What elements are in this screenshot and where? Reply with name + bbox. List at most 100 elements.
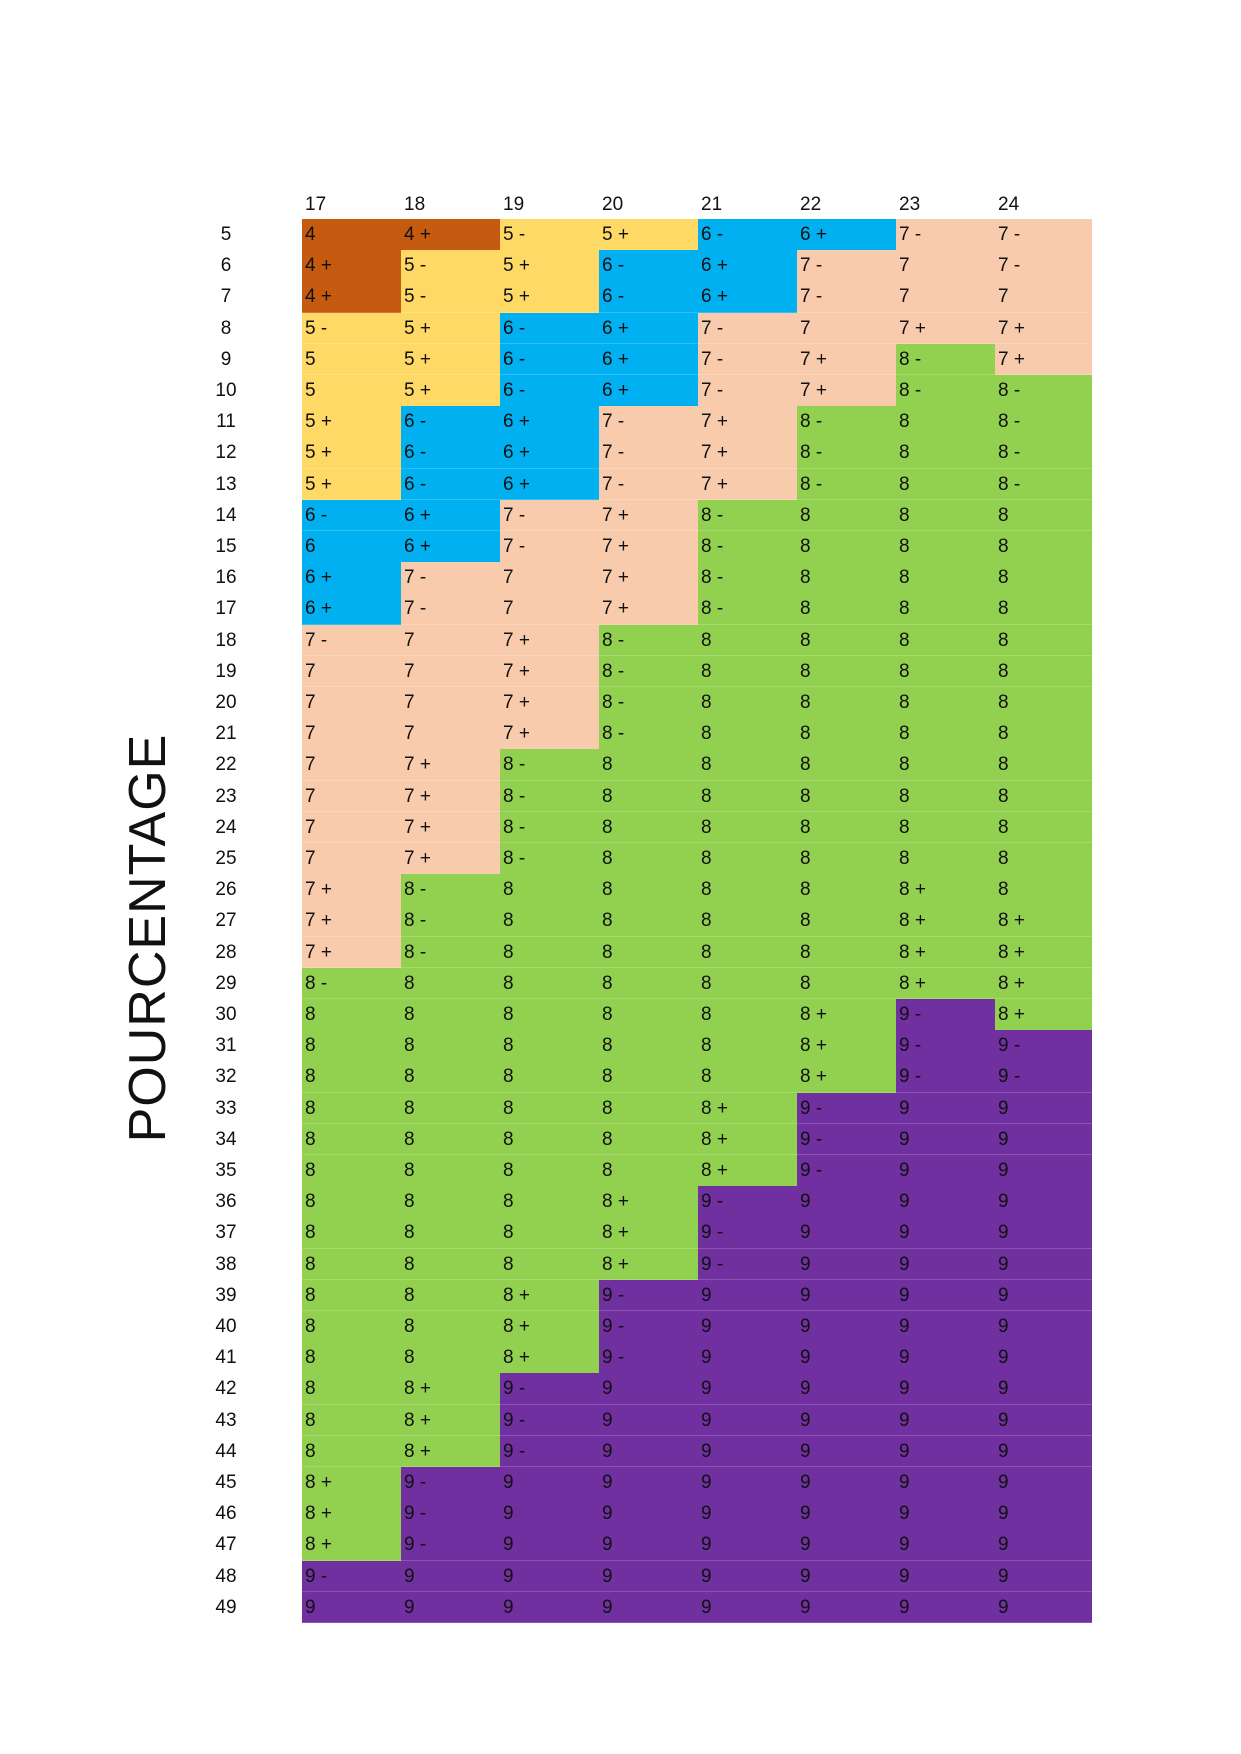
- grade-cell: 8: [401, 1123, 500, 1156]
- grade-cell: 8: [995, 780, 1092, 813]
- grade-cell: 7 +: [401, 843, 500, 875]
- row-label: 5: [220, 224, 232, 245]
- grade-cell: 7: [401, 655, 500, 688]
- grade-cell: 6 -: [698, 219, 797, 251]
- grade-cell: 9: [500, 1591, 599, 1624]
- grade-cell: 9 -: [500, 1435, 599, 1468]
- grade-cell: 8: [896, 468, 995, 501]
- grade-cell: 9: [995, 1435, 1092, 1468]
- row-label: 13: [215, 473, 237, 495]
- grade-cell: 8: [302, 1248, 401, 1281]
- grade-cell: 8: [698, 687, 797, 719]
- grade-cell: 8: [599, 1061, 698, 1094]
- grade-cell: 9: [896, 1279, 995, 1312]
- grade-cell: 9: [797, 1279, 896, 1312]
- grade-cell: 7 -: [698, 343, 797, 376]
- grade-cell: 8: [797, 811, 896, 844]
- grade-cell: 7 -: [599, 468, 698, 501]
- grade-cell: 8: [896, 811, 995, 844]
- grade-cell: 9: [995, 1591, 1092, 1624]
- grade-cell: 6 -: [302, 499, 401, 532]
- grade-cell: 6 +: [698, 250, 797, 282]
- grade-cell: 4: [302, 219, 401, 251]
- grade-cell: 8: [896, 593, 995, 626]
- grade-cell: 6: [302, 531, 401, 563]
- grade-cell: 8 -: [500, 780, 599, 813]
- grade-cell: 8: [599, 1030, 698, 1062]
- grade-cell: 5 +: [401, 375, 500, 407]
- grade-cell: 8 -: [995, 406, 1092, 438]
- grade-cell: 8: [698, 905, 797, 938]
- grade-cell: 9: [995, 1467, 1092, 1499]
- grade-cell: 8: [500, 874, 599, 906]
- row-label: 17: [215, 598, 237, 620]
- grade-cell: 7 -: [401, 562, 500, 594]
- grade-cell: 8: [995, 562, 1092, 594]
- grade-cell: 7: [302, 811, 401, 844]
- grade-cell: 8: [698, 967, 797, 1000]
- grade-cell: 8 +: [500, 1279, 599, 1312]
- grade-cell: 5 +: [599, 219, 698, 251]
- column-header: 19: [503, 194, 525, 215]
- grade-cell: 8: [995, 531, 1092, 563]
- grade-cell: 8: [401, 1248, 500, 1281]
- grade-cell: 8: [302, 1311, 401, 1343]
- grade-cell: 9 -: [599, 1311, 698, 1343]
- grade-cell: 8: [500, 1155, 599, 1187]
- grade-cell: 7 +: [500, 624, 599, 657]
- grade-cell: 9: [995, 1529, 1092, 1562]
- grade-cell: 8: [302, 1342, 401, 1374]
- grade-cell: 9: [896, 1498, 995, 1530]
- grade-cell: 5 +: [401, 312, 500, 345]
- grade-cell: 8: [896, 531, 995, 563]
- grade-cell: 9: [995, 1404, 1092, 1437]
- grade-cell: 9: [401, 1591, 500, 1624]
- grade-cell: 8: [500, 1123, 599, 1156]
- grade-cell: 9: [995, 1498, 1092, 1530]
- grade-cell: 9: [599, 1404, 698, 1437]
- grade-cell: 6 -: [500, 312, 599, 345]
- grade-cell: 9 -: [995, 1030, 1092, 1062]
- grade-cell: 7 +: [797, 343, 896, 376]
- grade-cell: 8: [797, 936, 896, 969]
- grade-cell: 6 -: [599, 250, 698, 282]
- grade-cell: 8 +: [995, 967, 1092, 1000]
- grade-cell: 8: [401, 1030, 500, 1062]
- grade-cell: 8: [797, 843, 896, 875]
- grade-cell: 9: [797, 1217, 896, 1250]
- grade-cell: 8: [995, 624, 1092, 657]
- grade-cell: 8 -: [698, 562, 797, 594]
- grade-cell: 8: [797, 905, 896, 938]
- grade-cell: 7 -: [995, 219, 1092, 251]
- grade-cell: 8 -: [599, 624, 698, 657]
- grade-cell: 8: [698, 843, 797, 875]
- grade-cell: 8 -: [500, 811, 599, 844]
- grade-cell: 9 -: [896, 1030, 995, 1062]
- row-label: 47: [215, 1534, 237, 1556]
- grade-cell: 8: [995, 749, 1092, 782]
- grade-cell: 7: [500, 562, 599, 594]
- grade-cell: 9 -: [401, 1467, 500, 1499]
- grade-cell: 4 +: [401, 219, 500, 251]
- column-header: 21: [701, 194, 723, 215]
- grade-cell: 7 +: [500, 718, 599, 750]
- row-label: 44: [215, 1440, 237, 1462]
- grade-cell: 9: [896, 1404, 995, 1437]
- grade-cell: 8: [401, 1155, 500, 1187]
- grade-cell: 8: [896, 718, 995, 750]
- grade-cell: 9 -: [896, 999, 995, 1031]
- grade-cell: 8: [500, 1061, 599, 1094]
- grade-cell: 7 +: [698, 468, 797, 501]
- grade-cell: 8 -: [500, 843, 599, 875]
- grade-cell: 8: [302, 999, 401, 1031]
- grade-cell: 9: [995, 1279, 1092, 1312]
- grade-cell: 8: [401, 999, 500, 1031]
- grade-cell: 9: [599, 1467, 698, 1499]
- row-label: 40: [215, 1316, 237, 1337]
- grade-cell: 8: [599, 843, 698, 875]
- row-label: 25: [215, 848, 237, 869]
- grade-cell: 7: [302, 749, 401, 782]
- grade-cell: 8: [599, 749, 698, 782]
- row-label: 31: [215, 1035, 237, 1057]
- grade-cell: 8: [401, 1279, 500, 1312]
